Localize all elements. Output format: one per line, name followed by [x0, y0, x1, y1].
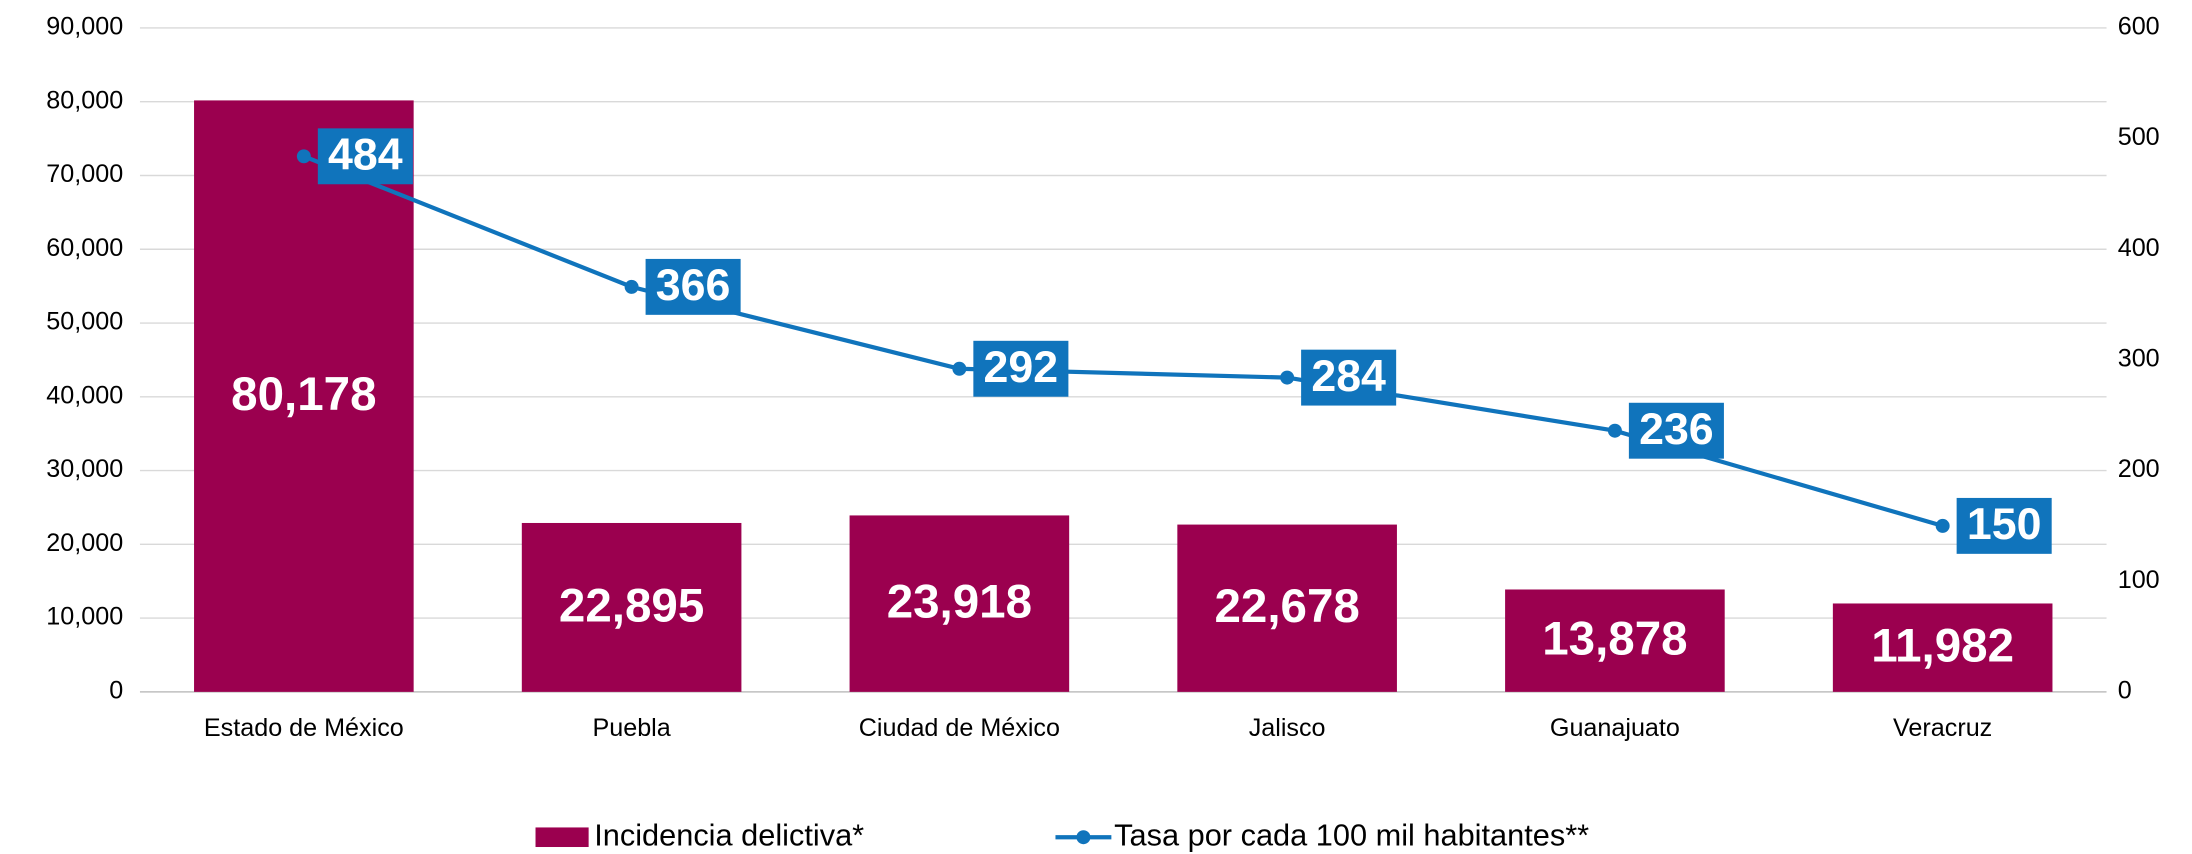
y2-tick-label: 100 — [2118, 566, 2160, 594]
legend-label: Tasa por cada 100 mil habitantes** — [1114, 817, 1589, 852]
x-tick-label: Veracruz — [1893, 714, 1992, 742]
bar-value-label: 23,918 — [887, 576, 1032, 629]
y2-tick-label: 300 — [2118, 345, 2160, 373]
line-point — [1607, 423, 1622, 438]
legend-label: Incidencia delictiva* — [594, 817, 864, 852]
line-value-label: 366 — [656, 261, 731, 310]
bar — [521, 522, 742, 692]
bar — [1177, 524, 1397, 692]
bar-value-label: 80,178 — [231, 368, 376, 421]
line-point — [296, 149, 311, 164]
legend-marker — [1076, 830, 1091, 845]
line-value-label: 292 — [984, 343, 1059, 392]
line-value-label: 484 — [328, 131, 403, 180]
bar-value-label: 22,895 — [559, 579, 704, 632]
line-point — [1935, 518, 1950, 533]
y-tick-label: 80,000 — [46, 86, 123, 114]
y2-tick-label: 600 — [2118, 13, 2160, 41]
line-label-box — [1628, 402, 1724, 459]
bar-value-label: 22,678 — [1214, 580, 1359, 633]
line-label-box — [317, 128, 413, 185]
line-label-box — [1956, 497, 2052, 554]
line-point — [624, 279, 639, 294]
line-label-box — [973, 340, 1069, 397]
line-value-label: 236 — [1639, 405, 1714, 454]
y-tick-label: 70,000 — [46, 160, 123, 188]
x-tick-label: Estado de México — [204, 714, 404, 742]
y2-tick-label: 200 — [2118, 455, 2160, 483]
x-tick-label: Guanajuato — [1550, 714, 1680, 742]
y2-tick-label: 500 — [2118, 123, 2160, 151]
bar — [849, 515, 1070, 692]
y-tick-label: 10,000 — [46, 603, 123, 631]
line-label-box — [645, 258, 741, 315]
line-value-label: 150 — [1967, 500, 2042, 549]
line-value-label: 284 — [1311, 352, 1386, 401]
bar-value-label: 13,878 — [1542, 613, 1687, 666]
x-tick-label: Ciudad de México — [859, 714, 1060, 742]
y-tick-label: 90,000 — [46, 13, 123, 41]
x-tick-label: Puebla — [592, 714, 670, 742]
y-tick-label: 30,000 — [46, 455, 123, 483]
y-tick-label: 60,000 — [46, 234, 123, 262]
y-tick-label: 0 — [109, 677, 123, 705]
line-point — [1280, 370, 1295, 385]
bar — [194, 100, 414, 692]
bar-value-label: 11,982 — [1871, 620, 2014, 673]
y-tick-label: 50,000 — [46, 308, 123, 336]
x-tick-label: Jalisco — [1249, 714, 1326, 742]
y2-tick-label: 400 — [2118, 234, 2160, 262]
bar — [1832, 603, 2053, 692]
y-tick-label: 20,000 — [46, 529, 123, 557]
line-point — [952, 361, 967, 376]
line-label-box — [1301, 349, 1397, 406]
legend-swatch — [535, 827, 589, 848]
y2-tick-label: 0 — [2118, 677, 2132, 705]
bar — [1505, 589, 1725, 692]
y-tick-label: 40,000 — [46, 381, 123, 409]
